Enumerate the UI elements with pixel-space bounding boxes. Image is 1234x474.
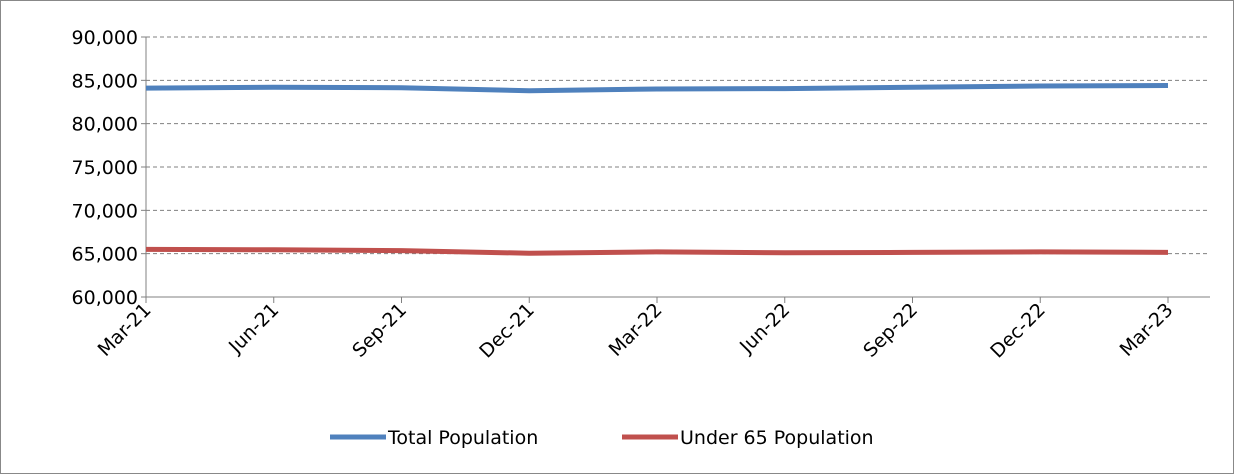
series-line	[145, 246, 1169, 256]
legend-label: Total Population	[387, 427, 538, 449]
y-tick-label: 90,000	[72, 27, 138, 49]
series-line	[145, 83, 1169, 94]
y-tick-label: 65,000	[72, 244, 138, 266]
legend-label: Under 65 Population	[680, 427, 874, 449]
y-tick-label: 60,000	[72, 287, 138, 309]
y-tick-label: 70,000	[72, 200, 138, 222]
y-tick-label: 85,000	[72, 70, 138, 92]
y-tick-label: 80,000	[72, 114, 138, 136]
y-tick-label: 75,000	[72, 157, 138, 179]
